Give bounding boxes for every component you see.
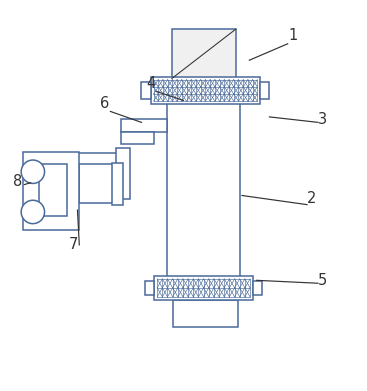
Text: 2: 2 xyxy=(307,191,316,206)
Circle shape xyxy=(21,200,44,224)
Bar xyxy=(121,119,167,131)
Bar xyxy=(260,82,269,99)
Bar xyxy=(154,276,253,300)
Bar xyxy=(77,153,121,192)
Text: 5: 5 xyxy=(318,273,327,288)
Bar xyxy=(121,131,154,144)
Bar xyxy=(112,163,123,204)
Bar xyxy=(172,29,236,79)
Bar xyxy=(253,281,262,295)
Bar xyxy=(172,300,238,327)
Text: 6: 6 xyxy=(100,96,109,111)
Bar xyxy=(167,79,240,298)
Bar xyxy=(150,77,260,104)
Bar xyxy=(39,165,66,215)
Bar xyxy=(141,82,150,99)
Bar xyxy=(145,281,154,295)
Circle shape xyxy=(21,160,44,183)
Text: 7: 7 xyxy=(69,237,79,251)
Text: 4: 4 xyxy=(146,75,155,91)
Text: 8: 8 xyxy=(12,174,22,189)
Text: 3: 3 xyxy=(318,112,327,127)
Bar xyxy=(79,165,116,203)
Text: 1: 1 xyxy=(288,28,298,43)
Bar xyxy=(116,148,131,199)
Bar xyxy=(23,152,79,230)
